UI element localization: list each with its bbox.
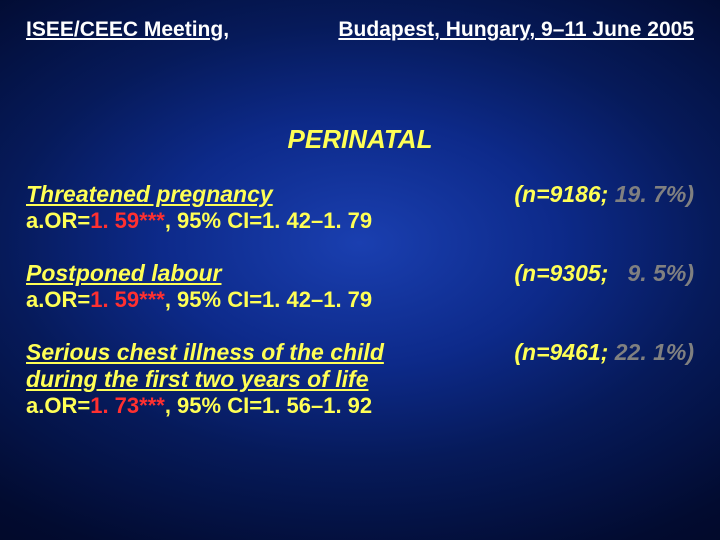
slide: ISEE/CEEC Meeting, Budapest, Hungary, 9–…: [0, 0, 720, 540]
entry-detail: a.OR=1. 73***, 95% CI=1. 56–1. 92: [26, 393, 694, 419]
entry-n: (n=9186; 19. 7%): [514, 181, 694, 208]
entry-row: Serious chest illness of the child (n=94…: [26, 339, 694, 366]
entry-row: Postponed labour (n=9305; 9. 5%): [26, 260, 694, 287]
ci-value: , 95% CI=1. 56–1. 92: [165, 393, 372, 418]
entry-n: (n=9461; 22. 1%): [514, 339, 694, 366]
entry-detail: a.OR=1. 59***, 95% CI=1. 42–1. 79: [26, 208, 694, 234]
slide-header: ISEE/CEEC Meeting, Budapest, Hungary, 9–…: [26, 18, 694, 42]
ci-value: , 95% CI=1. 42–1. 79: [165, 287, 372, 312]
pct-value: 19. 7%): [615, 181, 694, 207]
entry-title: Postponed labour: [26, 260, 222, 287]
entry-detail: a.OR=1. 59***, 95% CI=1. 42–1. 79: [26, 287, 694, 313]
header-right: Budapest, Hungary, 9–11 June 2005: [338, 18, 694, 42]
entry-chest-illness: Serious chest illness of the child (n=94…: [26, 339, 694, 419]
or-value: 1. 73***: [90, 393, 165, 418]
pct-value: 22. 1%): [615, 339, 694, 365]
or-value: 1. 59***: [90, 287, 165, 312]
section-title: PERINATAL: [26, 124, 694, 155]
entry-title: Threatened pregnancy: [26, 181, 273, 208]
n-value: (n=9186;: [514, 181, 614, 207]
entry-threatened-pregnancy: Threatened pregnancy (n=9186; 19. 7%) a.…: [26, 181, 694, 234]
entry-n: (n=9305; 9. 5%): [514, 260, 694, 287]
entry-title-line2: during the first two years of life: [26, 366, 694, 393]
entry-subtitle: during the first two years of life: [26, 366, 368, 392]
or-prefix: a.OR=: [26, 208, 90, 233]
entry-postponed-labour: Postponed labour (n=9305; 9. 5%) a.OR=1.…: [26, 260, 694, 313]
or-prefix: a.OR=: [26, 393, 90, 418]
n-value: (n=9461;: [514, 339, 614, 365]
or-prefix: a.OR=: [26, 287, 90, 312]
header-left: ISEE/CEEC Meeting,: [26, 18, 229, 42]
pct-value: 9. 5%): [621, 260, 694, 286]
ci-value: , 95% CI=1. 42–1. 79: [165, 208, 372, 233]
entry-title: Serious chest illness of the child: [26, 339, 384, 366]
n-value: (n=9305;: [514, 260, 621, 286]
or-value: 1. 59***: [90, 208, 165, 233]
entry-row: Threatened pregnancy (n=9186; 19. 7%): [26, 181, 694, 208]
